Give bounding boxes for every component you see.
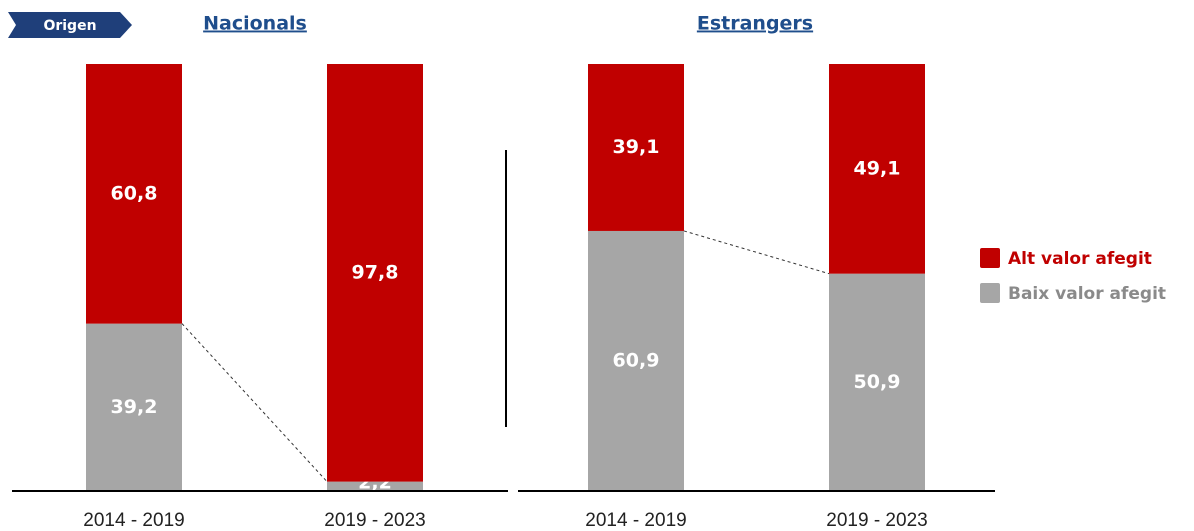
value-label: 50,9 (854, 371, 901, 393)
bar-segment (829, 64, 925, 274)
value-label: 39,2 (111, 396, 158, 418)
value-label: 97,8 (352, 261, 399, 283)
chart-title: Estrangers (697, 13, 813, 35)
connector (181, 323, 328, 482)
legend-label: Baix valor afegit (1008, 284, 1166, 304)
bar-segment (327, 64, 423, 482)
bar-segment (588, 230, 684, 491)
bar-segment (86, 64, 182, 324)
legend-swatch (980, 248, 1000, 268)
x-tick-label: 2014 - 2019 (83, 510, 184, 531)
value-label: 39,1 (613, 136, 660, 158)
chart-title: Nacionals (203, 13, 307, 35)
x-tick-label: 2019 - 2023 (826, 510, 927, 531)
bar-segment (327, 481, 423, 491)
tag-label: Origen (43, 18, 96, 34)
x-tick-label: 2019 - 2023 (324, 510, 425, 531)
x-tick-label: 2014 - 2019 (585, 510, 686, 531)
tag-shape (8, 12, 132, 38)
value-label: 49,1 (854, 157, 901, 179)
bar-segment (829, 273, 925, 491)
value-label: 60,9 (613, 349, 660, 371)
value-label: 60,8 (111, 182, 158, 204)
legend-swatch (980, 283, 1000, 303)
bar-segment (588, 64, 684, 231)
connector (683, 230, 830, 275)
bar-segment (86, 323, 182, 491)
legend-label: Alt valor afegit (1008, 249, 1152, 269)
